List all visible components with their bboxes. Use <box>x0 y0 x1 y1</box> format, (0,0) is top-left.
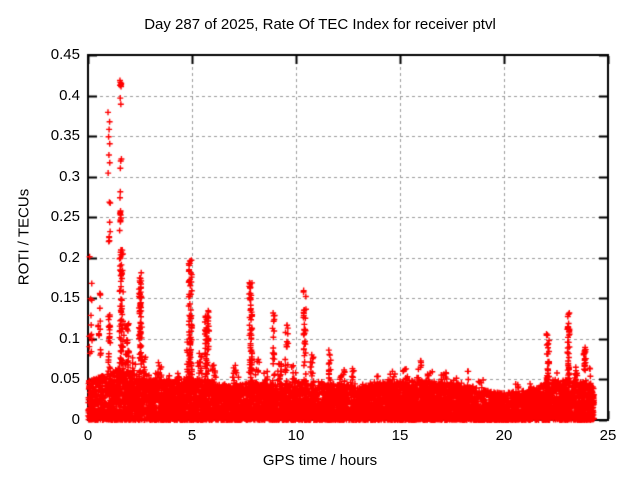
y-tick-label: 0.45 <box>50 46 80 63</box>
y-tick-label: 0.15 <box>50 289 80 307</box>
y-tick-label: 0.35 <box>50 127 80 145</box>
y-tick-label: 0.25 <box>50 208 80 226</box>
x-tick-label: 20 <box>495 427 513 444</box>
x-tick-label: 25 <box>599 427 617 444</box>
x-axis-label: GPS time / hours <box>262 452 378 469</box>
x-tick-label: 15 <box>391 427 409 444</box>
y-tick-label: 0.05 <box>50 370 80 388</box>
y-tick-label: 0.1 <box>59 329 80 347</box>
x-tick-label: 0 <box>83 427 93 444</box>
chart-title: Day 287 of 2025, Rate Of TEC Index for r… <box>144 16 496 33</box>
y-tick-label: 0 <box>71 411 80 428</box>
y-tick-label: 0.2 <box>59 248 80 266</box>
x-tick-label: 10 <box>287 427 305 444</box>
y-axis-label: ROTI / TECUs <box>15 188 33 286</box>
y-tick-label: 0.4 <box>59 86 80 104</box>
y-tick-label: 0.3 <box>59 167 80 185</box>
x-tick-label: 5 <box>187 427 197 444</box>
